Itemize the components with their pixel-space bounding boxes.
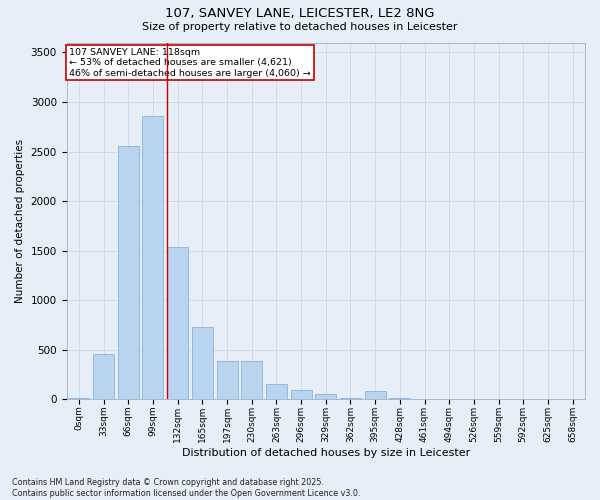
Bar [266, 384, 287, 400]
Bar [118, 146, 139, 400]
Bar [68, 398, 89, 400]
X-axis label: Distribution of detached houses by size in Leicester: Distribution of detached houses by size … [182, 448, 470, 458]
Bar [192, 327, 213, 400]
Text: 107 SANVEY LANE: 118sqm
← 53% of detached houses are smaller (4,621)
46% of semi: 107 SANVEY LANE: 118sqm ← 53% of detache… [69, 48, 311, 78]
Bar [315, 394, 336, 400]
Bar [290, 390, 311, 400]
Text: Size of property relative to detached houses in Leicester: Size of property relative to detached ho… [142, 22, 458, 32]
Bar [167, 246, 188, 400]
Bar [389, 398, 410, 400]
Bar [93, 354, 114, 400]
Bar [142, 116, 163, 400]
Text: Contains HM Land Registry data © Crown copyright and database right 2025.
Contai: Contains HM Land Registry data © Crown c… [12, 478, 361, 498]
Bar [241, 360, 262, 400]
Bar [365, 392, 386, 400]
Text: 107, SANVEY LANE, LEICESTER, LE2 8NG: 107, SANVEY LANE, LEICESTER, LE2 8NG [165, 8, 435, 20]
Y-axis label: Number of detached properties: Number of detached properties [15, 139, 25, 303]
Bar [340, 398, 361, 400]
Bar [217, 360, 238, 400]
